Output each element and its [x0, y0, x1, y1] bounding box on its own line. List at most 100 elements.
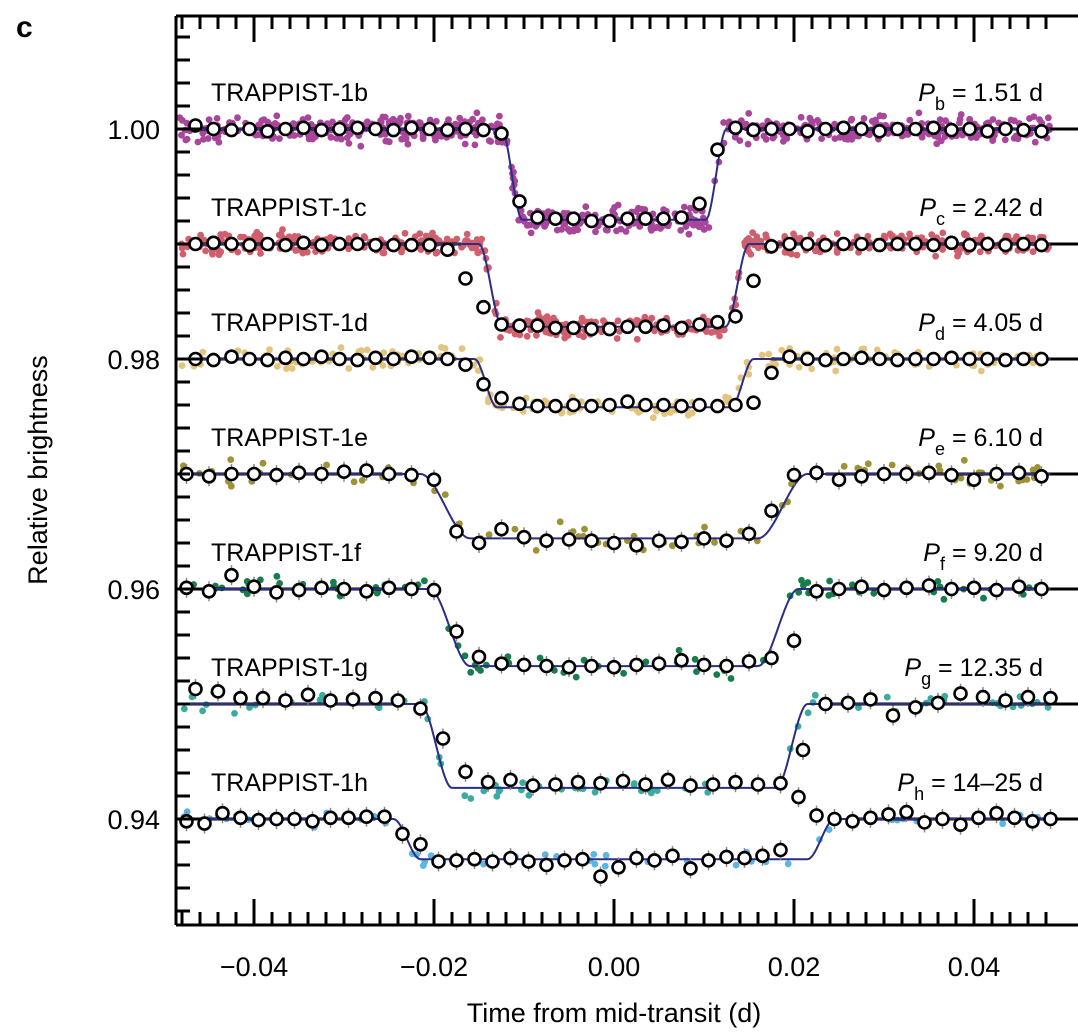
- raw-point: [880, 232, 888, 240]
- raw-point: [1001, 136, 1009, 144]
- raw-point: [519, 779, 527, 786]
- raw-point: [259, 459, 267, 467]
- raw-point: [350, 478, 358, 486]
- raw-point: [684, 411, 692, 419]
- binned-point: [201, 468, 217, 484]
- raw-point: [571, 225, 579, 233]
- binned-point: [683, 778, 698, 793]
- binned-point: [224, 122, 239, 138]
- raw-point: [217, 231, 225, 238]
- raw-point: [918, 133, 926, 141]
- raw-point: [711, 539, 718, 546]
- raw-point: [273, 572, 281, 580]
- raw-point: [997, 482, 1004, 490]
- trappist-1h-binned-points: [179, 787, 1058, 887]
- binned-point: [458, 271, 473, 286]
- raw-point: [956, 115, 964, 123]
- binned-point: [872, 237, 887, 253]
- binned-point: [836, 236, 851, 252]
- binned-point: [921, 578, 937, 593]
- binned-point: [224, 466, 239, 482]
- binned-point: [278, 350, 293, 366]
- binned-point: [962, 351, 977, 367]
- binned-point: [584, 658, 599, 674]
- raw-point: [614, 201, 622, 209]
- raw-point: [581, 525, 588, 533]
- binned-point: [620, 211, 635, 226]
- raw-point: [807, 231, 815, 238]
- raw-point: [197, 231, 205, 239]
- raw-point: [178, 131, 185, 139]
- binned-point: [962, 237, 977, 253]
- raw-point: [833, 230, 841, 237]
- binned-point: [287, 811, 302, 827]
- trappist-1f-label: TRAPPIST-1f: [211, 539, 361, 567]
- raw-point: [580, 333, 587, 341]
- raw-point: [778, 346, 786, 354]
- binned-point: [728, 774, 743, 790]
- raw-point: [849, 581, 856, 589]
- raw-point: [433, 248, 441, 256]
- binned-point: [737, 850, 752, 866]
- binned-point: [656, 318, 671, 333]
- raw-point: [553, 226, 561, 234]
- binned-point: [350, 352, 365, 368]
- raw-point: [363, 346, 371, 354]
- binned-point: [863, 810, 878, 826]
- binned-point: [296, 120, 311, 136]
- raw-point: [825, 592, 833, 599]
- raw-point: [760, 132, 768, 140]
- trappist-1e-binned-points: [179, 460, 1049, 556]
- raw-point: [687, 204, 694, 212]
- binned-point: [561, 532, 577, 547]
- binned-point: [512, 318, 527, 333]
- raw-point: [602, 851, 610, 859]
- raw-point: [840, 462, 848, 470]
- binned-point: [314, 466, 329, 482]
- raw-point: [906, 116, 914, 124]
- raw-point: [231, 710, 238, 717]
- binned-point: [323, 810, 338, 826]
- binned-point: [476, 299, 491, 315]
- panel-letter: c: [16, 11, 33, 44]
- raw-point: [426, 116, 434, 124]
- binned-point: [827, 811, 842, 827]
- binned-point: [336, 464, 352, 480]
- binned-point: [494, 521, 509, 537]
- binned-point: [359, 809, 374, 825]
- binned-point: [818, 352, 833, 368]
- binned-point: [548, 777, 563, 792]
- raw-point: [1014, 135, 1022, 143]
- binned-point: [503, 772, 518, 788]
- raw-point: [432, 117, 440, 125]
- binned-point: [269, 811, 284, 827]
- binned-point: [872, 351, 887, 367]
- raw-point: [299, 249, 307, 257]
- trappist-1g-model-line: [177, 703, 1051, 789]
- binned-point: [998, 352, 1013, 368]
- binned-point: [944, 122, 959, 138]
- raw-point: [590, 851, 598, 858]
- binned-point: [242, 351, 257, 367]
- binned-point: [350, 236, 365, 252]
- binned-point: [885, 708, 901, 723]
- raw-point: [795, 363, 803, 371]
- raw-point: [213, 115, 221, 122]
- raw-point: [273, 112, 281, 120]
- binned-point: [629, 850, 644, 866]
- raw-point: [649, 414, 657, 422]
- binned-point: [246, 579, 262, 595]
- raw-point: [283, 365, 290, 372]
- binned-point: [998, 237, 1013, 253]
- binned-point: [291, 465, 307, 481]
- binned-point: [305, 813, 320, 829]
- binned-point: [944, 235, 959, 251]
- raw-point: [404, 112, 412, 120]
- binned-point: [606, 535, 622, 551]
- binned-point: [404, 237, 419, 253]
- raw-point: [790, 230, 797, 238]
- raw-point: [1034, 464, 1041, 471]
- binned-point: [413, 836, 428, 852]
- binned-point: [395, 826, 410, 842]
- binned-point: [854, 121, 869, 137]
